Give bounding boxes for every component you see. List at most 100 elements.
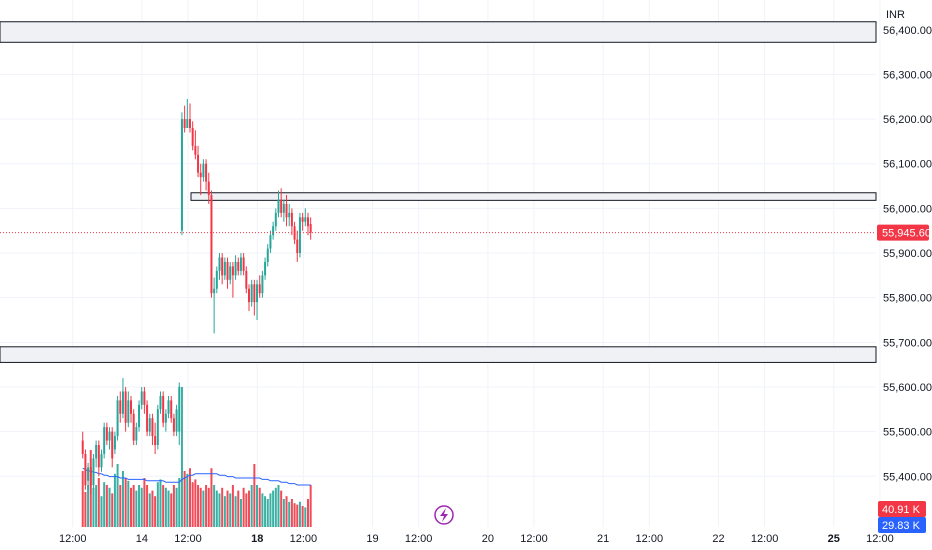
- volume-bar: [223, 496, 226, 527]
- candle: [186, 98, 189, 129]
- candle: [191, 121, 194, 151]
- volume-bar: [205, 485, 208, 527]
- currency-label[interactable]: INR: [886, 9, 905, 21]
- candle-body: [135, 427, 138, 441]
- candle: [167, 395, 170, 419]
- candle: [261, 270, 264, 298]
- time-axis[interactable]: 12:00 14 12:00 18 12:00 19 12:00 20 12:00 21 12:00…: [59, 533, 894, 545]
- candle-body: [124, 391, 127, 423]
- candle: [124, 386, 127, 432]
- last-price-value: 55,945.60: [882, 228, 931, 240]
- candle: [108, 427, 111, 450]
- volume-bar: [113, 473, 116, 527]
- candle-body: [156, 409, 159, 446]
- candle: [247, 284, 250, 312]
- volume-bar: [135, 490, 138, 527]
- price-tick-label: 56,400.00: [883, 25, 932, 37]
- volume-bar: [239, 499, 242, 527]
- volume-bar: [111, 493, 114, 527]
- candle-body: [143, 391, 146, 405]
- volume-bar: [148, 493, 151, 527]
- volume-bar: [210, 468, 213, 527]
- volume-bar: [215, 490, 218, 527]
- candle: [290, 208, 293, 236]
- candle-body: [148, 418, 151, 432]
- candle: [304, 208, 307, 227]
- candle: [172, 413, 175, 437]
- volume-bar: [199, 487, 202, 527]
- volume-bar: [226, 490, 229, 527]
- lightning-icon[interactable]: [434, 505, 454, 525]
- price-tick-label: 56,300.00: [883, 69, 932, 81]
- volume-bar: [116, 464, 119, 527]
- candle-body: [87, 467, 90, 481]
- volume-value: 40.91 K: [882, 504, 921, 516]
- candle-body: [223, 261, 226, 276]
- candle: [151, 413, 154, 446]
- candle: [266, 244, 269, 267]
- candle: [154, 422, 157, 454]
- volume-bar: [119, 485, 122, 527]
- volume-bar: [191, 482, 194, 527]
- volume-bar: [202, 490, 205, 527]
- candle: [143, 386, 146, 414]
- volume-bar: [218, 493, 221, 527]
- volume-bar: [245, 493, 248, 527]
- candle: [197, 145, 200, 178]
- candle: [229, 261, 232, 285]
- candle: [277, 190, 280, 218]
- candle-body: [170, 400, 173, 419]
- time-tick-label: 12:00: [866, 533, 894, 545]
- candle-body: [298, 217, 301, 254]
- candle: [92, 453, 95, 490]
- candle: [81, 431, 84, 459]
- price-tick-label: 55,600.00: [883, 382, 932, 394]
- candle-body: [269, 235, 272, 249]
- volume-bar: [229, 493, 232, 527]
- candle-body: [146, 404, 149, 432]
- price-tick-label: 56,200.00: [883, 114, 932, 126]
- price-axis[interactable]: 56,400.00 56,300.00 56,200.00 56,100.00 56,0…: [883, 25, 932, 483]
- candle: [215, 266, 218, 294]
- candle-body: [167, 400, 170, 414]
- candle: [140, 386, 143, 410]
- candle-body: [221, 257, 224, 276]
- volume-bar: [194, 479, 197, 527]
- candle-body: [296, 239, 299, 254]
- volume-bar: [143, 478, 146, 527]
- candle-body: [237, 261, 240, 271]
- candle: [103, 422, 106, 459]
- volume-bar: [162, 485, 165, 527]
- candle: [207, 172, 210, 204]
- volume-bar: [264, 496, 267, 527]
- candle: [159, 391, 162, 414]
- volume-bar: [269, 493, 272, 527]
- candle-body: [132, 413, 135, 441]
- candle: [84, 449, 87, 490]
- candle: [183, 105, 186, 133]
- candle: [245, 266, 248, 294]
- volume-bar: [186, 473, 189, 527]
- candle-body: [247, 288, 250, 303]
- volume-bar: [242, 487, 245, 527]
- candle: [105, 422, 108, 446]
- candle-body: [277, 199, 280, 213]
- candle-body: [97, 445, 100, 468]
- candle: [175, 404, 178, 437]
- candle-body: [188, 119, 191, 129]
- candle: [162, 391, 165, 428]
- candle: [282, 199, 285, 222]
- volume-bar: [167, 490, 170, 527]
- candle-body: [288, 212, 291, 218]
- volume-bar: [159, 479, 162, 527]
- candle: [250, 279, 253, 307]
- candle-body: [119, 400, 122, 414]
- volume-bar: [175, 487, 178, 527]
- candle: [116, 395, 119, 441]
- volume-bar: [178, 478, 181, 527]
- volume-bar: [183, 471, 186, 527]
- candle-body: [92, 458, 95, 486]
- candle-body: [253, 284, 256, 303]
- volume-ma-badge: 29.83 K: [878, 517, 926, 533]
